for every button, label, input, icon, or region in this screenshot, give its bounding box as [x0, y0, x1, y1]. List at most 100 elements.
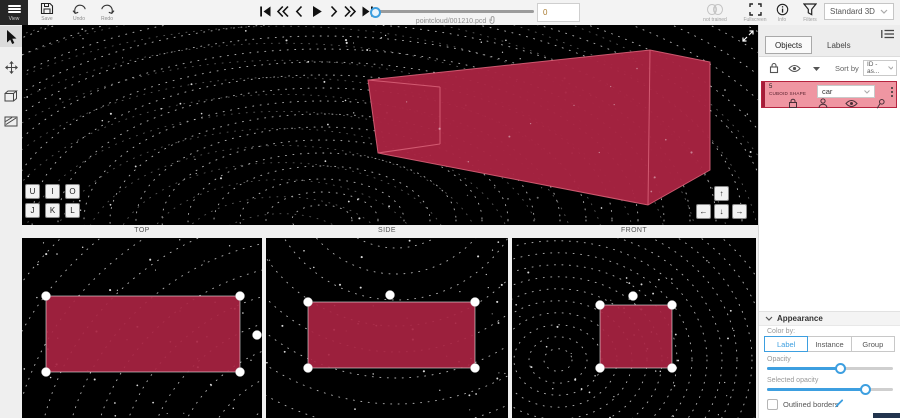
- filter-icon: [803, 3, 817, 16]
- object-lock-icon[interactable]: [788, 98, 798, 109]
- object-list-item[interactable]: 5 CUBOID SHAPE car: [761, 81, 897, 109]
- save-button[interactable]: Save: [34, 2, 60, 22]
- opacity-label: Opacity: [767, 356, 791, 363]
- hotkey-u[interactable]: U: [25, 184, 40, 199]
- nav-right-key[interactable]: →: [732, 204, 747, 219]
- side-ortho-view[interactable]: [266, 238, 508, 418]
- sort-order-value: ID - as...: [867, 61, 880, 75]
- visibility-all-icon[interactable]: [788, 64, 801, 73]
- selected-opacity-slider[interactable]: [767, 384, 893, 395]
- object-shape-type: CUBOID SHAPE: [769, 91, 807, 96]
- box-annotation-top[interactable]: [41, 291, 262, 377]
- save-icon: [40, 2, 54, 15]
- fullscreen-button[interactable]: Fullscreen: [742, 3, 768, 23]
- corner-handle[interactable]: [41, 367, 51, 377]
- view-mode-dropdown[interactable]: Standard 3D: [824, 3, 894, 20]
- skip-to-start-button[interactable]: [258, 4, 272, 18]
- object-author-icon[interactable]: [818, 98, 828, 108]
- color-by-instance-button[interactable]: Instance: [807, 336, 852, 352]
- chevron-down-icon: [888, 66, 893, 70]
- info-button[interactable]: Info: [771, 3, 793, 23]
- tab-objects[interactable]: Objects: [765, 36, 813, 54]
- corner-handle[interactable]: [595, 300, 605, 310]
- corner-handle[interactable]: [667, 300, 677, 310]
- redo-button[interactable]: Redo: [94, 2, 120, 22]
- object-class-value: car: [822, 87, 833, 96]
- top-ortho-view[interactable]: [22, 238, 262, 418]
- hotkey-l[interactable]: L: [65, 203, 80, 218]
- cuboid-annotation[interactable]: [367, 49, 711, 206]
- nav-up-key[interactable]: ↑: [714, 186, 729, 201]
- fast-backward-button[interactable]: [275, 4, 289, 18]
- play-button[interactable]: [309, 4, 323, 18]
- fast-forward-button[interactable]: [343, 4, 357, 18]
- move-icon: [4, 61, 18, 74]
- cuboid-tool-button[interactable]: [0, 85, 22, 106]
- box-annotation-side[interactable]: [303, 290, 480, 373]
- opacity-slider[interactable]: [767, 363, 893, 374]
- object-visibility-icon[interactable]: [845, 99, 858, 108]
- nav-down-key[interactable]: ↓: [714, 204, 729, 219]
- color-by-label-button[interactable]: Label: [764, 336, 809, 352]
- rotate-handle[interactable]: [252, 330, 262, 340]
- playback-controls: [258, 4, 374, 18]
- object-menu-icon[interactable]: [891, 87, 894, 97]
- hotkey-j[interactable]: J: [25, 203, 40, 218]
- main-menu-button[interactable]: View: [0, 0, 28, 25]
- selected-opacity-slider-handle[interactable]: [860, 384, 871, 395]
- frame-number-input[interactable]: [537, 3, 580, 22]
- hotkey-k[interactable]: K: [45, 203, 60, 218]
- corner-handle[interactable]: [41, 291, 51, 301]
- box-annotation-front[interactable]: [595, 291, 677, 373]
- nn-training-status[interactable]: not trained: [698, 3, 732, 23]
- perspective-3d-view[interactable]: U I O J K L ↑ ← ↓ →: [22, 25, 758, 225]
- previous-frame-button[interactable]: [292, 4, 306, 18]
- fullscreen-caption: Fullscreen: [743, 17, 767, 23]
- redo-icon: [100, 4, 114, 15]
- pan-tool-button[interactable]: [0, 57, 22, 78]
- edit-pencil-icon[interactable]: [835, 399, 844, 408]
- expand-view-icon[interactable]: [742, 30, 754, 42]
- chevron-down-icon: [880, 9, 888, 14]
- undo-button[interactable]: Undo: [66, 2, 92, 22]
- hotkey-i[interactable]: I: [45, 184, 60, 199]
- tab-labels[interactable]: Labels: [827, 41, 851, 50]
- caret-down-icon[interactable]: [812, 66, 821, 72]
- opacity-slider-handle[interactable]: [835, 363, 846, 374]
- corner-handle[interactable]: [303, 297, 313, 307]
- corner-handle[interactable]: [470, 363, 480, 373]
- sort-by-label: Sort by: [835, 64, 859, 73]
- frame-slider-handle[interactable]: [370, 7, 381, 18]
- front-ortho-view[interactable]: [512, 238, 756, 418]
- next-frame-button[interactable]: [326, 4, 340, 18]
- pointer-tool-button[interactable]: [0, 26, 22, 47]
- corner-handle[interactable]: [667, 363, 677, 373]
- filters-button[interactable]: Filters: [799, 3, 821, 23]
- region-tool-button[interactable]: [0, 111, 22, 132]
- object-pin-icon[interactable]: [875, 98, 885, 109]
- lock-all-icon[interactable]: [769, 62, 779, 74]
- nav-left-key[interactable]: ←: [696, 204, 711, 219]
- hotkey-o[interactable]: O: [65, 184, 80, 199]
- corner-handle[interactable]: [235, 367, 245, 377]
- outlined-borders-label: Outlined borders: [783, 400, 839, 409]
- sort-order-dropdown[interactable]: ID - as...: [863, 60, 897, 76]
- corner-handle[interactable]: [595, 363, 605, 373]
- partial-hidden-element: [873, 413, 900, 418]
- color-by-group-button[interactable]: Group: [850, 336, 895, 352]
- undo-icon: [72, 4, 86, 15]
- appearance-section-header[interactable]: Appearance: [759, 311, 900, 326]
- attachment-icon[interactable]: [488, 15, 496, 24]
- panel-menu-icon[interactable]: [881, 29, 894, 39]
- objects-panel: Objects Labels Sort by ID - as... 5 CUBO…: [758, 25, 900, 418]
- frame-slider[interactable]: [370, 7, 534, 18]
- info-icon: [776, 3, 788, 16]
- corner-handle[interactable]: [235, 291, 245, 301]
- rotate-handle[interactable]: [385, 290, 395, 300]
- object-class-dropdown[interactable]: car: [817, 85, 875, 98]
- corner-handle[interactable]: [303, 363, 313, 373]
- outlined-borders-checkbox[interactable]: [767, 399, 778, 410]
- rotate-handle[interactable]: [628, 291, 638, 301]
- corner-handle[interactable]: [470, 297, 480, 307]
